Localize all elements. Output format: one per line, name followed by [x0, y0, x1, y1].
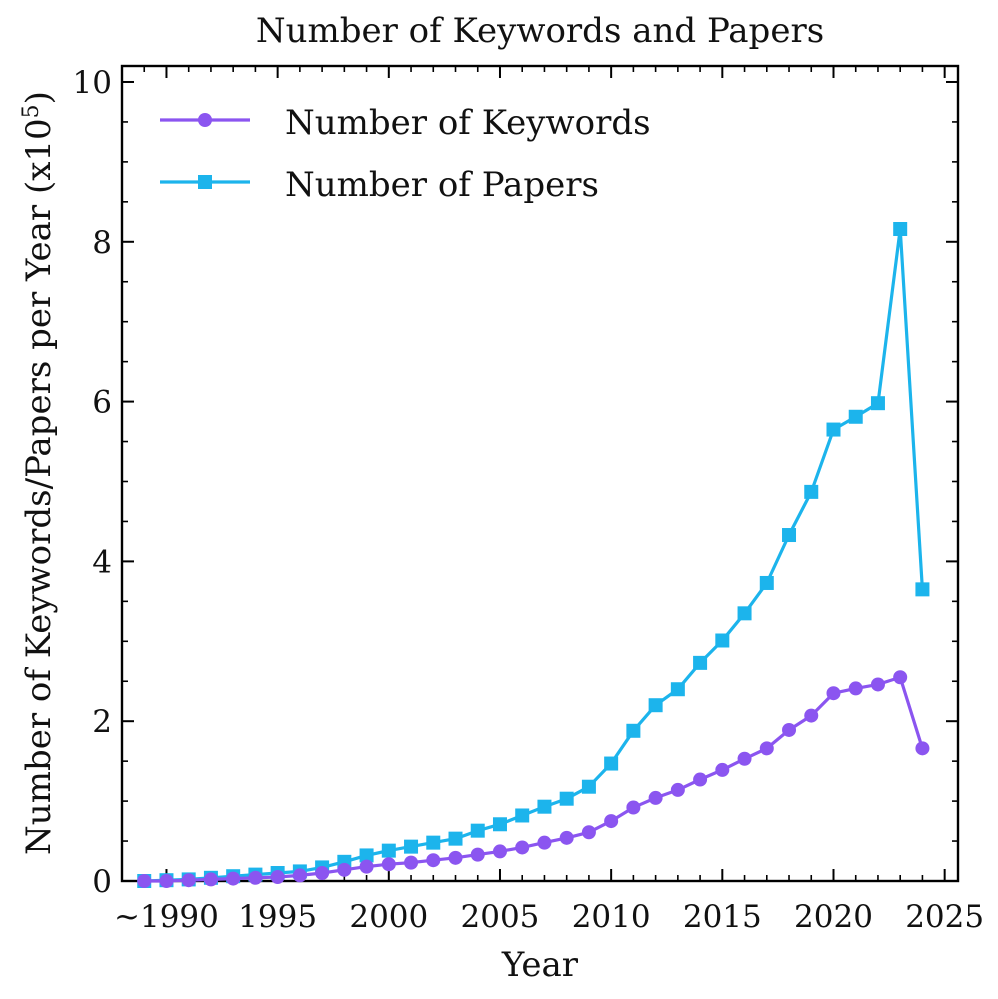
x-tick-label: 2010	[572, 899, 651, 935]
x-tick-label: 2015	[683, 899, 762, 935]
legend-papers-marker	[198, 175, 212, 189]
number-of-papers-point	[604, 756, 619, 771]
number-of-keywords-point	[270, 870, 285, 885]
number-of-papers-point	[915, 582, 930, 597]
number-of-keywords-point	[515, 840, 530, 855]
y-axis-label: Number of Keywords/Papers per Year (x105…	[19, 91, 59, 855]
y-axis-label-main: Number of Keywords/Papers per Year (x10	[19, 118, 59, 855]
number-of-papers-point	[426, 835, 441, 850]
number-of-keywords-point	[470, 847, 485, 862]
number-of-papers-point	[515, 808, 530, 823]
number-of-papers-point	[537, 799, 552, 814]
x-tick-label: 1995	[238, 899, 317, 935]
number-of-papers-point	[470, 823, 485, 838]
number-of-keywords-point	[759, 741, 774, 756]
number-of-keywords-point	[648, 790, 663, 805]
number-of-keywords-point	[404, 855, 419, 870]
number-of-papers-point	[559, 791, 574, 806]
number-of-keywords-point	[226, 871, 241, 886]
number-of-keywords-line	[144, 675, 924, 883]
number-of-keywords-point	[159, 874, 174, 888]
number-of-keywords-point	[359, 859, 374, 874]
number-of-keywords-point	[804, 708, 819, 723]
x-tick-label: ~1990	[114, 899, 219, 935]
number-of-keywords-point	[248, 870, 263, 885]
number-of-keywords-point	[337, 862, 352, 877]
number-of-papers-line	[144, 227, 924, 883]
y-tick-label: 10	[73, 65, 112, 101]
number-of-keywords-point	[737, 751, 752, 766]
number-of-keywords-point	[537, 835, 552, 850]
x-tick-label: 2000	[349, 899, 428, 935]
number-of-keywords-point	[670, 782, 685, 797]
y-tick-label: 8	[92, 225, 112, 261]
number-of-keywords-point	[826, 686, 841, 701]
number-of-keywords-point	[715, 762, 730, 777]
x-tick-label: 2025	[905, 899, 984, 935]
number-of-papers-point	[648, 698, 663, 713]
y-axis-label-exponent: 5	[19, 104, 44, 118]
number-of-keywords-point	[426, 853, 441, 868]
number-of-keywords-point	[448, 850, 463, 865]
number-of-papers-point	[893, 222, 908, 236]
number-of-keywords-point	[915, 741, 930, 756]
number-of-keywords-point	[870, 677, 885, 692]
number-of-papers-point	[381, 843, 396, 858]
chart-title: Number of Keywords and Papers	[256, 11, 824, 51]
number-of-papers-point	[870, 396, 885, 411]
number-of-keywords-point	[693, 772, 708, 787]
number-of-keywords-point	[181, 873, 196, 888]
number-of-papers-point	[492, 817, 507, 832]
number-of-papers-point	[737, 606, 752, 621]
number-of-papers-point	[826, 422, 841, 437]
plot-frame	[120, 64, 960, 883]
number-of-papers-point	[693, 655, 708, 670]
number-of-papers-point	[359, 848, 374, 863]
number-of-keywords-point	[893, 670, 908, 685]
number-of-keywords-point	[626, 800, 641, 815]
y-tick-label: 4	[92, 544, 112, 580]
y-axis-ticks: 0 2 4 6 8 10	[73, 65, 958, 900]
number-of-keywords-point	[492, 844, 507, 859]
legend-papers-label: Number of Papers	[285, 165, 599, 205]
number-of-keywords-point	[559, 830, 574, 845]
x-tick-label: 2005	[461, 899, 540, 935]
number-of-papers-point	[448, 831, 463, 846]
number-of-keywords-point	[381, 857, 396, 872]
y-tick-label: 2	[92, 704, 112, 740]
number-of-keywords-point	[848, 681, 863, 696]
legend: Number of Keywords Number of Papers	[160, 103, 651, 205]
number-of-keywords-point	[292, 868, 307, 883]
number-of-keywords-point	[315, 866, 330, 881]
number-of-keywords-point	[581, 825, 596, 840]
number-of-papers-point	[404, 839, 419, 854]
x-tick-label: 2020	[794, 899, 873, 935]
y-tick-label: 0	[92, 864, 112, 900]
legend-keywords-marker	[198, 113, 212, 127]
series-layer	[137, 222, 930, 888]
x-axis-ticks: ~1990 1995 2000 2005 2010 2015 2020 2025	[114, 66, 984, 935]
number-of-keywords-point	[782, 722, 797, 737]
number-of-papers-point	[804, 484, 819, 499]
number-of-keywords-point	[203, 872, 218, 887]
number-of-papers-point	[848, 409, 863, 424]
number-of-papers-point	[715, 633, 730, 648]
y-tick-label: 6	[92, 385, 112, 421]
y-axis-label-close: )	[19, 91, 59, 104]
number-of-papers-point	[581, 779, 596, 794]
number-of-papers-point	[670, 682, 685, 697]
number-of-papers-point	[782, 528, 797, 543]
legend-keywords-label: Number of Keywords	[285, 103, 651, 143]
number-of-papers-point	[759, 575, 774, 590]
x-axis-label: Year	[501, 945, 579, 985]
number-of-keywords-point	[137, 874, 152, 888]
number-of-papers-point	[626, 723, 641, 738]
number-of-keywords-point	[604, 814, 619, 829]
